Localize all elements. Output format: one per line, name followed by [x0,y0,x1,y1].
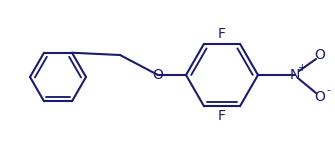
Text: O: O [315,48,325,62]
Text: O: O [152,68,163,82]
Text: O: O [315,90,325,104]
Text: +: + [298,63,306,73]
Text: N: N [290,68,300,82]
Text: F: F [218,109,226,123]
Text: F: F [218,27,226,41]
Text: -: - [326,85,330,95]
